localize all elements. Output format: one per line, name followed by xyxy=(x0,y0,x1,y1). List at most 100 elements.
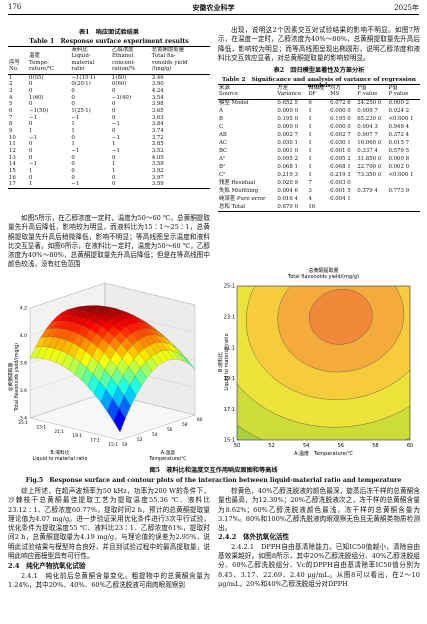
table-cell: 3.98 xyxy=(151,101,164,108)
x-tick-label: 54 xyxy=(303,443,309,449)
table-cell: 0 xyxy=(71,161,75,168)
table-cell: 0 xyxy=(111,87,116,94)
table-cell: 0 xyxy=(71,168,75,175)
table-row: 总和 Total 0.670 0 16 xyxy=(218,203,420,211)
table-cell: 3.59 xyxy=(151,181,164,188)
x-tick-label: 60 xyxy=(407,443,413,449)
journal-name: 安徽农业科学 xyxy=(192,3,235,12)
table-cell: 0.015 7 xyxy=(388,140,410,147)
table-cell: 0 xyxy=(71,154,75,161)
table-cell: 16 xyxy=(308,203,316,210)
table-row: 9 1 1 0 3.74 xyxy=(8,128,210,135)
table-cell: B xyxy=(219,116,223,123)
y-axis-label: B:液料比Liquid to material ratio xyxy=(217,333,230,390)
y-tick-label: 15:1 xyxy=(224,438,235,444)
table-cell: −1 xyxy=(111,148,120,155)
table-cell: −1 xyxy=(29,161,37,168)
b-tick-label: 17:1 xyxy=(90,438,100,444)
table-cell: 8 xyxy=(9,121,13,128)
table-cell: 0(60) xyxy=(111,81,127,88)
table1-title-en: Table 1 Response surface experiment resu… xyxy=(29,38,189,45)
table-cell: 0.095 2 xyxy=(330,156,351,163)
y-tick-label: 21:1 xyxy=(224,345,235,351)
table-cell: 1 xyxy=(29,168,33,175)
table-cell: 0 xyxy=(29,141,33,148)
table-cell: 1 xyxy=(111,141,116,148)
table-cell: A² xyxy=(219,156,226,163)
figure-caption-en: Fig.5 Response surface and contour plots… xyxy=(25,477,402,484)
column-header: 乙醇浓度 Ethanol concent- ration/% xyxy=(110,46,151,75)
b-tick-label: 23:1 xyxy=(36,424,46,430)
table-cell: 0.000 0 xyxy=(330,108,351,115)
figure-caption: 图5 液料比和温度交互作用响应面图和等高线 xyxy=(149,467,278,474)
table-cell: −1 xyxy=(111,121,120,128)
table-cell: 0.670 0 xyxy=(277,203,298,210)
table-row: A² 0.095 2 1 0.095 2 31.850 0 0.000 8 xyxy=(218,155,420,163)
table-cell xyxy=(387,195,420,203)
z-tick-label: 3.8 xyxy=(20,361,27,367)
table-row: 11 0 1 1 3.85 xyxy=(8,141,210,148)
table-cell: 0 xyxy=(71,134,75,141)
table-cell: AC xyxy=(219,140,228,147)
table-cell: 0 xyxy=(29,81,33,88)
table-cell: 0 xyxy=(71,94,75,101)
table-cell: 0.072 6 xyxy=(330,100,351,107)
column-header: 序号 No. xyxy=(8,46,29,75)
table-cell: 3 xyxy=(308,188,312,195)
header-rule xyxy=(8,14,419,15)
contour-band xyxy=(309,288,373,345)
x-tick-label: 52 xyxy=(268,443,274,449)
table-cell: 1 xyxy=(308,164,312,171)
y-tick-label: 23:1 xyxy=(224,315,235,321)
table-row: 6 −1(50) 1(25∶1) 0 3.65 xyxy=(8,108,210,115)
table-cell: 65.230 0 xyxy=(357,116,382,123)
table-cell: 0.002 7 xyxy=(277,132,298,139)
table-cell: −1(40) xyxy=(111,94,131,101)
paragraph: 出现，说明这2个因素交互对试验结果的影响不明显。如图7所示，在温度一定时，乙醇浓… xyxy=(218,26,420,62)
right-column: 棕黄色，40%乙醇洗脱液的颜色最深，旋蒸后冻干样的总黄酮含量也最高，为12.30… xyxy=(218,487,420,589)
table-cell: 0 xyxy=(111,181,116,188)
table-cell: 1 xyxy=(29,127,33,134)
table-cell: 0.579 5 xyxy=(388,148,410,155)
table-cell: −1(50) xyxy=(29,107,49,114)
table-cell: 0 xyxy=(29,148,33,155)
table-cell: <0.000 1 xyxy=(388,116,414,123)
table-cell: 0(20∶1) xyxy=(71,81,91,88)
column-header: 液料比 Liquid- material ratio xyxy=(70,46,111,75)
table-cell: 0 xyxy=(111,107,116,114)
table-row: A 0.000 0 1 0.000 0 0.009 7 0.924 2 xyxy=(218,107,420,115)
table-cell: 1 xyxy=(308,172,312,179)
table-cell: 0.000 2 xyxy=(388,100,410,107)
table-cell: 4 xyxy=(9,94,13,101)
grid-line xyxy=(29,282,106,309)
y-tick-label: 17:1 xyxy=(224,407,235,413)
grid-line xyxy=(29,392,106,419)
table-cell: 1 xyxy=(308,148,312,155)
a-axis-label: A:温度 Temperature/℃ xyxy=(148,449,187,462)
table-cell: 73.350 0 xyxy=(357,172,382,179)
contour-fills xyxy=(237,286,410,440)
table-cell: 0 xyxy=(71,174,75,181)
table-cell: 纯误差 Pure error xyxy=(219,196,266,203)
b-tick-label: 15:1 xyxy=(108,442,118,448)
table-cell: 0.195 0 xyxy=(277,116,298,123)
table-cell: −1 xyxy=(111,134,120,141)
table-cell: 1 xyxy=(29,181,33,188)
plot-frame xyxy=(236,285,411,441)
table-cell: 1 xyxy=(111,168,116,175)
z-tick-label: 4.2 xyxy=(20,306,27,312)
table-cell: 0.068 1 xyxy=(277,164,298,171)
table-cell: 0 xyxy=(111,174,116,181)
table-row: 14 −1 0 1 3.58 xyxy=(8,161,210,168)
surface-patch xyxy=(113,407,126,433)
table-cell xyxy=(387,179,420,187)
a-tick-label: 54 xyxy=(152,432,158,438)
table-cell: 7 xyxy=(308,180,312,187)
column-header: 温度 Tempe- rature/℃ xyxy=(28,46,71,75)
table-row: 7 −1 −1 0 3.63 xyxy=(8,114,210,121)
table-cell: 11 xyxy=(9,141,16,148)
column-header: P值 P value xyxy=(387,84,420,100)
column-header: 均方 MS xyxy=(329,84,357,100)
column-header: 来源 Source xyxy=(218,84,277,100)
year: 2025年 xyxy=(394,4,419,12)
